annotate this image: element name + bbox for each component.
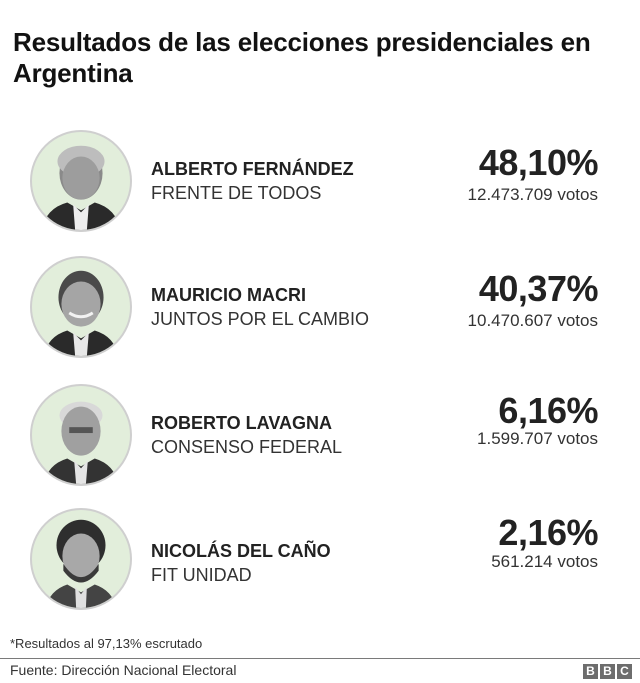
logo-letter: C bbox=[617, 664, 632, 679]
vote-count: 1.599.707 votos bbox=[477, 429, 598, 448]
source-credit: Fuente: Dirección Nacional Electoral bbox=[10, 662, 237, 678]
vote-count: 10.470.607 votos bbox=[467, 311, 598, 330]
logo-letter: B bbox=[583, 664, 598, 679]
footer-divider bbox=[0, 658, 640, 659]
candidate-row: NICOLÁS DEL CAÑO FIT UNIDAD 2,16% 561.21… bbox=[0, 508, 640, 614]
candidate-party: JUNTOS POR EL CAMBIO bbox=[151, 309, 370, 329]
avatar-alberto-fernandez bbox=[30, 130, 132, 232]
avatar-roberto-lavagna bbox=[30, 384, 132, 486]
candidate-row: MAURICIO MACRI JUNTOS POR EL CAMBIO 40,3… bbox=[0, 256, 640, 362]
person-photo-icon bbox=[45, 519, 117, 608]
candidate-party: FRENTE DE TODOS bbox=[151, 183, 322, 203]
logo-letter: B bbox=[600, 664, 615, 679]
vote-percentage: 48,10% bbox=[478, 142, 599, 183]
vote-count: 561.214 votos bbox=[491, 552, 598, 571]
vote-percentage: 40,37% bbox=[478, 268, 599, 309]
candidate-row: ALBERTO FERNÁNDEZ FRENTE DE TODOS 48,10%… bbox=[0, 130, 640, 236]
footnote: *Resultados al 97,13% escrutado bbox=[10, 636, 203, 651]
avatar-mauricio-macri bbox=[30, 256, 132, 358]
candidate-party: CONSENSO FEDERAL bbox=[151, 437, 343, 457]
candidate-row: ROBERTO LAVAGNA CONSENSO FEDERAL 6,16% 1… bbox=[0, 384, 640, 490]
candidate-name: ROBERTO LAVAGNA bbox=[151, 413, 333, 433]
bbc-logo: B B C bbox=[583, 664, 632, 679]
vote-count: 12.473.709 votos bbox=[467, 185, 598, 204]
avatar-nicolas-del-cano bbox=[30, 508, 132, 610]
vote-percentage: 2,16% bbox=[498, 512, 598, 553]
person-photo-icon bbox=[43, 401, 119, 484]
person-photo-icon bbox=[41, 145, 121, 230]
chart-title: Resultados de las elecciones presidencia… bbox=[13, 27, 591, 88]
vote-percentage: 6,16% bbox=[498, 390, 598, 431]
candidate-name: NICOLÁS DEL CAÑO bbox=[151, 541, 331, 561]
person-photo-icon bbox=[43, 270, 119, 356]
candidate-name: ALBERTO FERNÁNDEZ bbox=[151, 159, 354, 179]
candidate-name: MAURICIO MACRI bbox=[151, 285, 306, 305]
candidate-party: FIT UNIDAD bbox=[151, 565, 252, 585]
